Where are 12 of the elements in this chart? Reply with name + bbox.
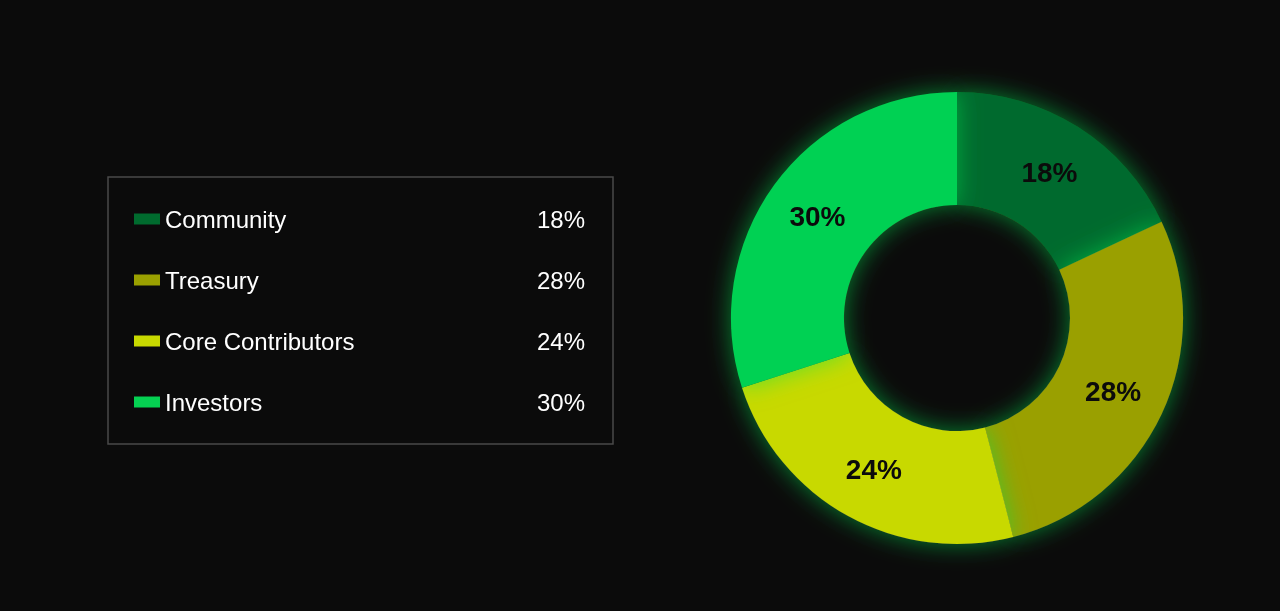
data-label: 28% — [1085, 375, 1142, 407]
text: 28% — [536, 266, 585, 294]
legend-label: Treasury — [165, 266, 259, 294]
text: 30% — [536, 388, 585, 416]
data-label: 30% — [789, 201, 846, 233]
legend-label: Community — [165, 205, 287, 233]
text: 18% — [536, 205, 585, 233]
legend-label: Investors — [165, 388, 263, 416]
legend-label: Core Contributors — [165, 327, 355, 355]
data-label: 18% — [1021, 156, 1078, 188]
text: 24% — [536, 327, 585, 355]
data-label: 24% — [845, 453, 902, 485]
